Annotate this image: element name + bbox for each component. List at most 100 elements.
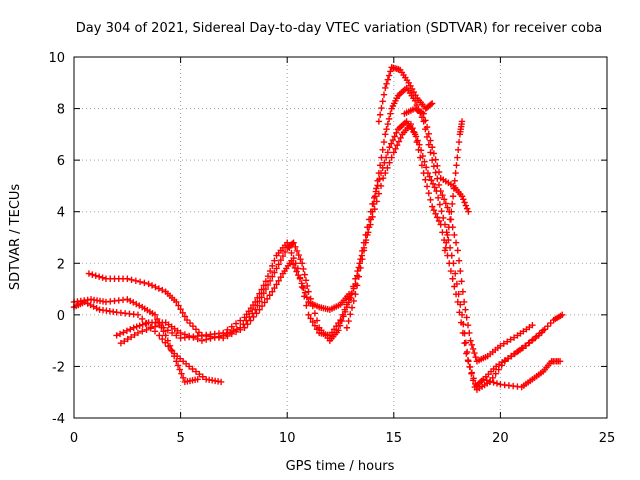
data-point [450,260,457,267]
data-point [223,330,230,338]
data-point [417,147,425,154]
data-point [159,335,166,343]
data-point [419,152,426,160]
data-point [357,264,364,272]
data-point [256,290,263,297]
data-point [453,280,461,288]
data-point [448,208,455,215]
data-point [160,324,167,331]
data-point [436,201,444,208]
data-point [301,271,308,278]
data-point [127,326,134,333]
data-point [412,133,420,140]
data-point [136,322,143,329]
data-point [370,200,377,208]
x-tick-label: 0 [70,431,78,446]
data-point [460,298,468,306]
data-point [123,327,131,335]
data-point [230,327,237,335]
data-point [424,169,432,177]
data-point [435,217,443,225]
data-point [293,268,300,275]
data-point [451,231,458,239]
data-point [427,101,435,108]
data-point [240,320,247,328]
data-point [452,239,460,246]
data-point [173,332,180,339]
data-point [442,200,450,207]
data-point [500,340,508,347]
data-point [179,374,187,381]
series-track-6 [343,84,536,365]
data-point [365,223,373,231]
data-point [124,275,131,282]
data-point [271,257,278,264]
data-point [261,299,268,306]
y-tick-label: 0 [57,309,65,324]
y-tick-label: 10 [48,51,65,66]
data-point [352,275,359,282]
data-point [289,240,296,247]
data-point [385,115,393,123]
data-point [254,294,261,302]
data-point [429,180,437,188]
data-point [428,100,436,107]
data-point [447,267,455,275]
data-point [142,320,149,327]
data-point [343,301,351,308]
data-point [286,244,293,252]
data-point [377,182,385,190]
data-point [277,274,285,281]
data-point [486,378,494,385]
data-point [373,185,380,192]
data-point [411,129,418,136]
data-point [430,206,438,214]
data-point [449,275,456,282]
data-point [435,168,443,176]
data-point [449,200,456,208]
data-point [277,256,285,264]
data-point [460,196,467,203]
data-point [263,295,271,303]
data-point [432,210,439,217]
data-point [343,324,351,331]
data-point [458,311,466,319]
data-point [382,84,389,92]
data-point [301,293,308,300]
data-point [374,177,381,184]
data-point [345,296,353,303]
data-point [463,205,471,212]
data-point [189,365,196,373]
data-point [353,282,361,289]
data-point [313,317,321,324]
data-point [264,272,272,280]
data-point [355,273,363,280]
data-point [538,329,545,336]
data-point [369,208,376,215]
data-point [376,111,384,118]
data-point [376,162,384,169]
data-point [348,304,356,311]
data-point [425,141,432,148]
data-point [427,196,434,204]
data-point [347,311,354,318]
data-point [354,267,361,275]
data-point [175,302,182,309]
data-point [438,207,445,215]
data-point [467,337,474,344]
data-point [445,223,453,231]
data-point [390,149,397,156]
data-point [428,203,436,210]
data-point [173,298,180,306]
data-point [407,120,415,128]
data-point [465,208,472,215]
data-point [168,329,176,337]
data-point [452,270,459,277]
data-point [395,138,403,145]
data-point [301,289,309,296]
data-point [252,298,259,306]
data-point [446,216,454,223]
data-point [168,346,175,354]
data-point [85,270,93,277]
data-point [252,306,259,313]
